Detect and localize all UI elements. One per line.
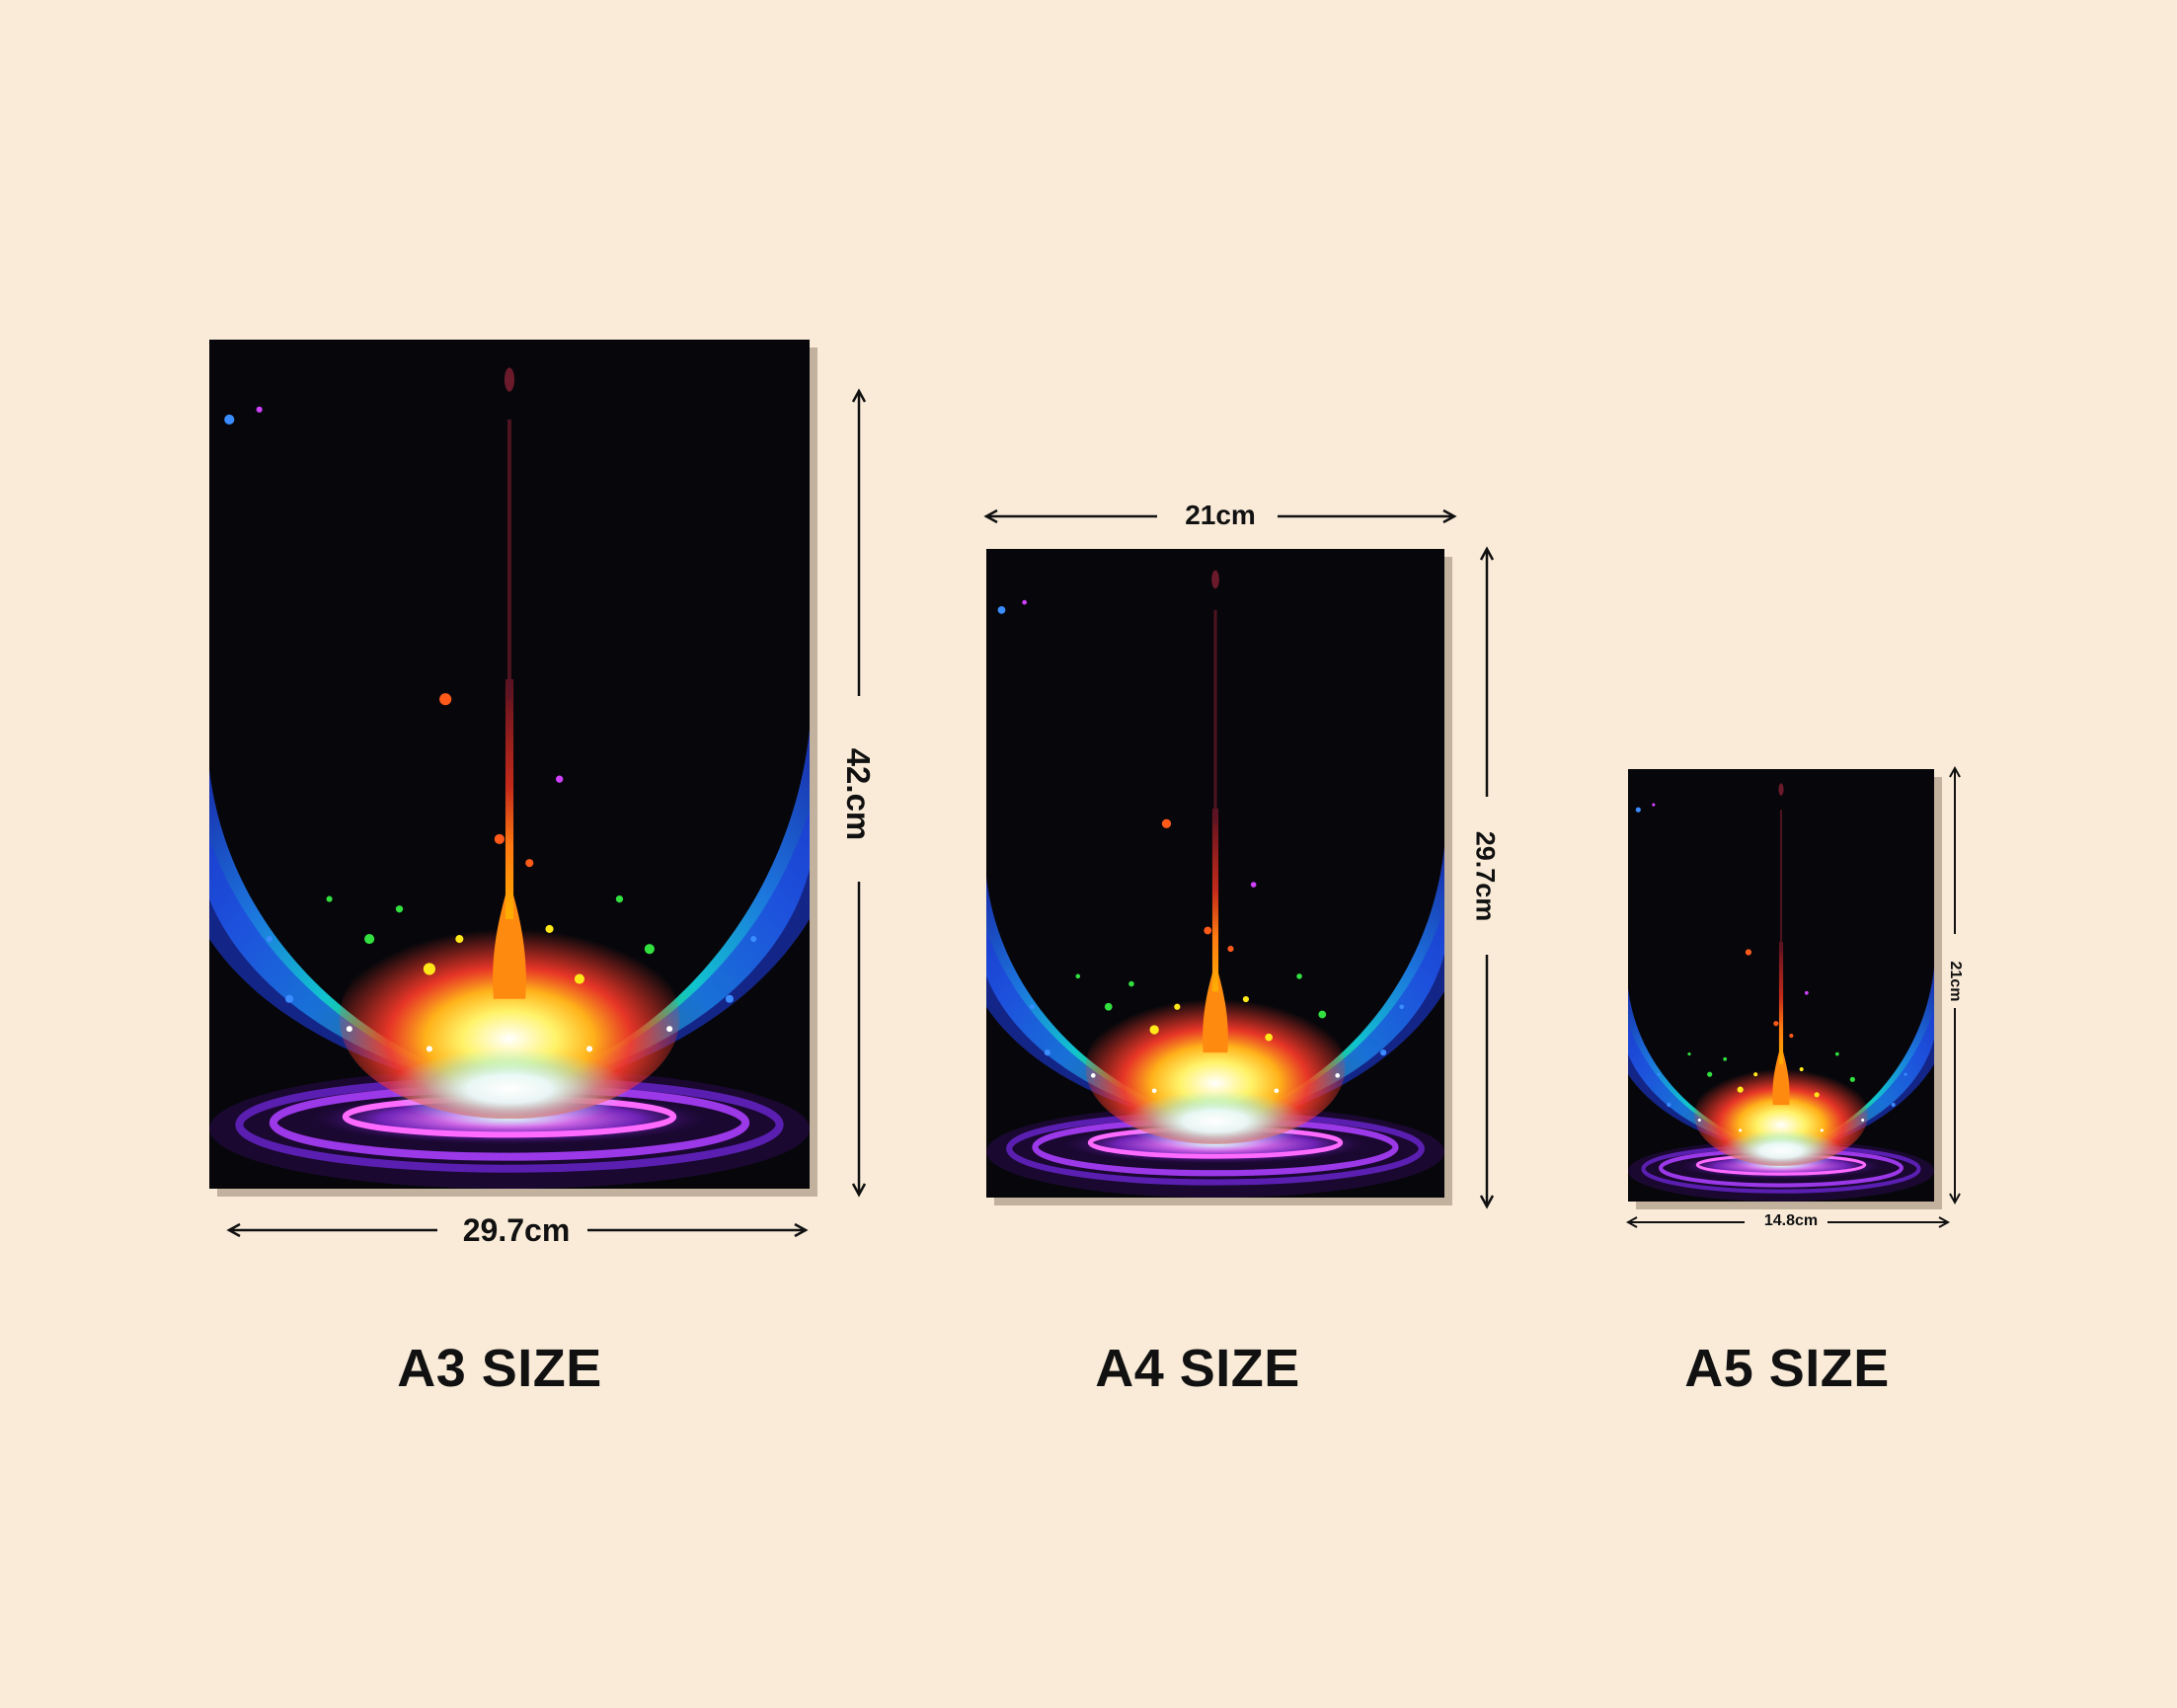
- a4-size-label: A4 SIZE: [1095, 1339, 1300, 1398]
- rainbow-splash-art-icon: [986, 549, 1444, 1198]
- poster-a3: [209, 340, 810, 1189]
- a5-width-label: 14.8cm: [1763, 1212, 1819, 1229]
- rainbow-splash-art-icon: [209, 340, 810, 1189]
- a3-width-arrow: [226, 1220, 809, 1240]
- a4-height-label: 29.7cm: [1470, 830, 1501, 922]
- a5-width-arrow: [1625, 1215, 1951, 1229]
- a5-size-label: A5 SIZE: [1684, 1339, 1890, 1398]
- a3-height-label: 42.cm: [840, 747, 877, 841]
- a3-size-label: A3 SIZE: [397, 1339, 602, 1398]
- rainbow-splash-art-icon: [1628, 769, 1934, 1202]
- a4-height-arrow: [1477, 546, 1497, 1209]
- a3-height-arrow: [849, 388, 869, 1198]
- poster-a5: [1628, 769, 1934, 1202]
- a3-width-label: 29.7cm: [462, 1212, 571, 1248]
- poster-a4: [986, 549, 1444, 1198]
- a5-height-label: 21cm: [1947, 961, 1964, 1002]
- a4-width-label: 21cm: [1185, 500, 1256, 530]
- a4-width-arrow: [983, 506, 1457, 526]
- a5-height-arrow: [1947, 765, 1963, 1205]
